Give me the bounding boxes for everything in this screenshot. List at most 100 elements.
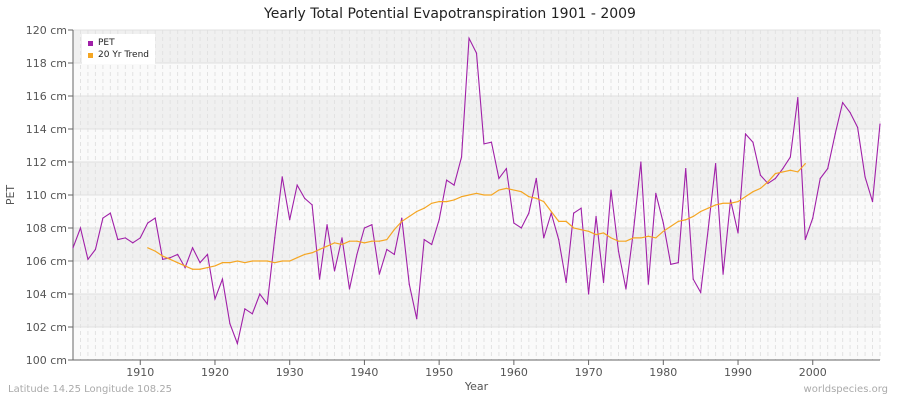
trend-point: [677, 220, 679, 222]
x-tick-label: 1970: [575, 366, 603, 379]
pet-point: [363, 227, 366, 229]
x-tick-label: 1920: [201, 366, 229, 379]
y-tick-label: 100 cm: [26, 354, 67, 367]
y-axis-label: PET: [4, 185, 17, 206]
pet-point: [393, 253, 395, 255]
pet-point: [446, 179, 448, 181]
trend-point: [341, 243, 343, 246]
x-axis-label: Year: [464, 380, 489, 393]
trend-point: [408, 215, 410, 218]
pet-point: [842, 102, 844, 104]
pet-point: [490, 141, 493, 143]
pet-point: [871, 201, 874, 203]
pet-point: [117, 238, 119, 241]
y-tick-label: 112 cm: [26, 156, 67, 169]
trend-point: [722, 202, 724, 204]
chart-title: Yearly Total Potential Evapotranspiratio…: [264, 6, 636, 22]
trend-point: [356, 240, 358, 242]
pet-point: [498, 177, 500, 180]
legend-swatch-trend: [88, 52, 93, 58]
pet-point: [565, 281, 567, 284]
trend-point: [587, 230, 590, 232]
trend-point: [789, 169, 791, 171]
pet-point: [700, 291, 702, 293]
pet-point: [169, 257, 171, 259]
trend-point: [371, 240, 373, 242]
trend-point: [296, 257, 298, 259]
pet-point: [513, 222, 515, 224]
pet-point: [132, 242, 134, 244]
trend-point: [528, 196, 530, 198]
pet-point: [580, 207, 582, 209]
trend-point: [289, 260, 291, 262]
trend-point: [348, 240, 351, 242]
pet-point: [333, 270, 336, 272]
pet-point: [371, 224, 373, 226]
trend-point: [199, 268, 201, 270]
pet-point: [438, 219, 440, 221]
pet-point: [102, 217, 104, 219]
x-tick-label: 2000: [799, 366, 827, 379]
pet-point: [236, 342, 238, 345]
trend-point: [154, 250, 156, 252]
trend-point: [184, 265, 186, 267]
pet-point: [296, 184, 298, 186]
pet-point: [505, 168, 507, 170]
pet-point: [602, 281, 605, 284]
pet-point: [625, 288, 627, 290]
pet-point: [356, 253, 358, 255]
pet-point: [640, 161, 642, 163]
trend-point: [565, 220, 567, 222]
pet-point: [767, 182, 769, 185]
y-tick-label: 102 cm: [26, 321, 67, 334]
pet-point: [543, 237, 545, 239]
pet-point: [610, 189, 612, 191]
y-tick-label: 106 cm: [26, 255, 67, 268]
pet-point: [147, 222, 149, 224]
trend-point: [505, 187, 507, 189]
pet-point: [214, 298, 216, 300]
pet-point: [558, 238, 560, 241]
pet-point: [289, 219, 291, 221]
trend-point: [782, 171, 784, 173]
trend-point: [460, 196, 463, 198]
trend-point: [363, 242, 366, 244]
y-tick-label: 118 cm: [26, 57, 67, 70]
footer-location: Latitude 14.25 Longitude 108.25: [8, 384, 173, 395]
trend-point: [632, 237, 635, 239]
trend-point: [767, 181, 769, 183]
trend-point: [610, 237, 612, 239]
pet-point: [670, 263, 672, 265]
pet-point: [752, 141, 754, 143]
pet-point: [483, 143, 485, 145]
trend-point: [431, 202, 433, 204]
trend-point: [729, 202, 732, 204]
x-tick-label: 1990: [724, 366, 752, 379]
pet-point: [416, 318, 418, 320]
pet-point: [573, 212, 575, 214]
trend-point: [251, 260, 253, 262]
trend-point: [147, 247, 149, 249]
pet-point: [87, 258, 89, 260]
footer-source[interactable]: worldspecies.org: [803, 384, 888, 395]
trend-point: [221, 262, 224, 264]
trend-point: [401, 220, 403, 222]
pet-point: [528, 212, 530, 214]
trend-point: [692, 215, 694, 218]
trend-point: [595, 234, 597, 236]
y-tick-label: 104 cm: [26, 288, 67, 301]
pet-point: [744, 133, 747, 135]
trend-point: [498, 189, 500, 191]
x-tick-label: 1980: [649, 366, 677, 379]
pet-point: [632, 230, 635, 232]
pet-point: [789, 156, 791, 158]
pet-point: [468, 37, 470, 39]
trend-point: [468, 194, 470, 196]
pet-point: [326, 224, 328, 226]
trend-point: [453, 199, 455, 201]
trend-point: [304, 253, 306, 255]
pet-point: [177, 253, 179, 255]
pet-point: [587, 293, 590, 295]
trend-point: [274, 262, 276, 264]
